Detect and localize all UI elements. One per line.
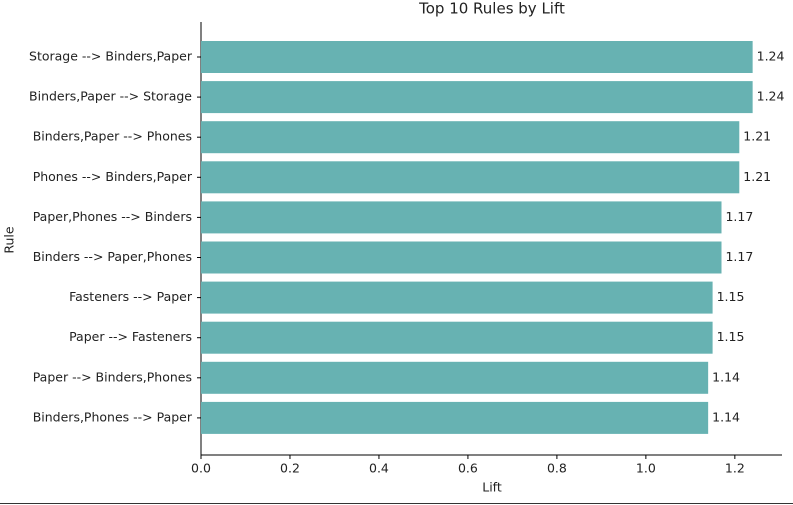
value-label: 1.15 bbox=[717, 329, 745, 344]
y-tick-label: Fasteners --> Paper bbox=[69, 289, 193, 304]
bar bbox=[201, 401, 709, 434]
y-tick-label: Paper --> Binders,Phones bbox=[33, 369, 192, 384]
y-tick-label: Paper,Phones --> Binders bbox=[33, 209, 192, 224]
y-axis-label: Rule bbox=[2, 226, 17, 254]
value-label: 1.15 bbox=[717, 289, 745, 304]
bar bbox=[201, 81, 753, 114]
bar bbox=[201, 201, 722, 234]
y-tick-label: Storage --> Binders,Paper bbox=[29, 49, 193, 64]
value-label: 1.14 bbox=[712, 369, 740, 384]
x-tick-label: 0.2 bbox=[280, 461, 300, 476]
bar bbox=[201, 321, 713, 354]
value-label: 1.14 bbox=[712, 409, 740, 424]
bar bbox=[201, 281, 713, 314]
bar bbox=[201, 41, 753, 73]
y-tick-label: Binders,Phones --> Paper bbox=[33, 409, 193, 424]
bar bbox=[201, 241, 722, 274]
x-axis-label: Lift bbox=[482, 480, 502, 495]
value-label: 1.24 bbox=[757, 89, 785, 104]
x-tick-label: 1.0 bbox=[636, 461, 656, 476]
value-label: 1.21 bbox=[743, 169, 771, 184]
x-tick-label: 0.4 bbox=[369, 461, 389, 476]
bar bbox=[201, 161, 740, 194]
x-tick-label: 1.2 bbox=[725, 461, 745, 476]
x-tick-label: 0.0 bbox=[191, 461, 211, 476]
x-tick-label: 0.8 bbox=[547, 461, 567, 476]
y-tick-label: Paper --> Fasteners bbox=[69, 329, 192, 344]
x-tick-label: 0.6 bbox=[458, 461, 478, 476]
y-tick-label: Binders --> Paper,Phones bbox=[33, 249, 192, 264]
bar bbox=[201, 121, 740, 154]
chart-title: Top 10 Rules by Lift bbox=[418, 0, 565, 18]
y-tick-label: Binders,Paper --> Storage bbox=[29, 89, 192, 104]
bar bbox=[201, 361, 709, 394]
value-label: 1.21 bbox=[743, 129, 771, 144]
value-label: 1.17 bbox=[725, 249, 753, 264]
y-tick-label: Binders,Paper --> Phones bbox=[33, 129, 192, 144]
y-tick-label: Phones --> Binders,Paper bbox=[33, 169, 193, 184]
value-label: 1.17 bbox=[725, 209, 753, 224]
value-label: 1.24 bbox=[757, 49, 785, 64]
